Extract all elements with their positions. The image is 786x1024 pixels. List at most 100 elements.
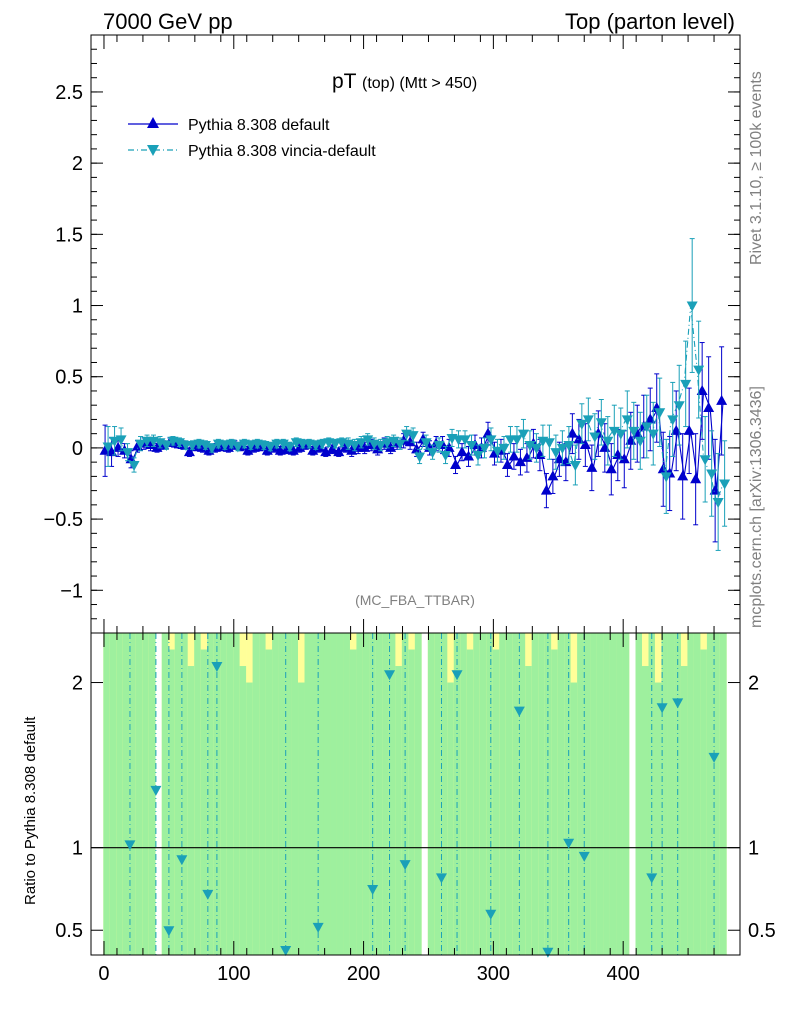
- ratio-band-inner: [135, 633, 143, 955]
- plot-title-sub: (top) (Mtt > 450): [362, 75, 477, 92]
- ratio-y-tick-label-right: 1: [748, 838, 759, 860]
- data-point: [563, 441, 575, 452]
- data-point: [569, 460, 581, 471]
- ratio-data-point: [708, 752, 720, 763]
- data-point: [517, 429, 529, 440]
- ratio-band-inner: [246, 682, 253, 955]
- ratio-band-inner: [226, 633, 234, 955]
- ratio-data-point: [312, 922, 324, 933]
- data-point: [427, 448, 439, 459]
- ratio-band-inner: [311, 633, 318, 955]
- ratio-band-inner: [460, 633, 468, 955]
- data-point: [582, 415, 594, 426]
- ratio-band-inner: [700, 649, 708, 955]
- data-point: [349, 441, 361, 452]
- ratio-band-inner: [518, 633, 526, 955]
- ratio-band-inner: [265, 649, 273, 955]
- ratio-x-tick-label: 200: [347, 963, 380, 985]
- ratio-band-inner: [706, 633, 714, 955]
- data-point: [294, 441, 306, 452]
- data-point: [277, 439, 289, 450]
- data-point: [206, 443, 218, 454]
- ratio-band-inner: [512, 633, 519, 955]
- data-point: [716, 394, 728, 405]
- series-default: [99, 342, 728, 543]
- data-point: [329, 439, 341, 450]
- data-point: [466, 441, 478, 452]
- ratio-data-point: [367, 884, 379, 895]
- data-point: [686, 301, 698, 312]
- ratio-band-inner: [142, 633, 150, 955]
- ratio-y-tick-label: 0.5: [55, 920, 83, 942]
- ratio-band-inner: [603, 633, 610, 955]
- ratio-band-inner: [440, 633, 448, 955]
- ratio-data-point: [578, 851, 590, 862]
- data-point: [320, 446, 332, 457]
- data-point: [511, 435, 523, 446]
- ratio-x-tick-label: 100: [217, 963, 250, 985]
- legend: Pythia 8.308 default Pythia 8.308 vincia…: [128, 117, 376, 160]
- data-point: [586, 461, 598, 472]
- data-point: [589, 432, 601, 443]
- ratio-band-inner: [252, 633, 260, 955]
- data-point: [173, 438, 185, 449]
- data-point: [115, 435, 127, 446]
- ratio-band-inner: [272, 633, 279, 955]
- ratio-band-inner: [609, 633, 617, 955]
- header-process-label: Top (parton level): [565, 9, 735, 34]
- data-point: [219, 441, 231, 452]
- data-point: [628, 426, 640, 437]
- legend-label-vincia: Pythia 8.308 vincia-default: [188, 143, 376, 160]
- ratio-data-point: [513, 706, 525, 717]
- data-point: [501, 458, 513, 469]
- ratio-band-inner: [304, 633, 312, 955]
- data-point: [485, 435, 497, 446]
- data-point: [677, 470, 689, 481]
- ratio-y-tick-label-right: 2: [748, 673, 759, 695]
- ratio-band-inner: [486, 633, 494, 955]
- data-point: [225, 439, 237, 450]
- ratio-band-inner: [278, 633, 286, 955]
- ratio-band-inner: [551, 649, 558, 955]
- data-point: [706, 469, 718, 480]
- ratio-plot-panel: 0.5 0.5 1 1 2 2 0 100 200 300 400 Ratio to Pythia …: [22, 632, 776, 985]
- ratio-band-inner: [148, 633, 156, 955]
- data-point: [199, 441, 211, 452]
- ratio-data-point: [280, 946, 292, 957]
- data-point: [514, 456, 526, 467]
- data-point: [404, 436, 416, 447]
- main-plot-panel: −1−0.500.511.522.5 pT (top) (Mtt > 450) …: [44, 34, 741, 634]
- ratio-data-point: [211, 662, 223, 673]
- data-point: [388, 436, 400, 447]
- ratio-band-inner: [343, 633, 351, 955]
- ratio-band-inner: [109, 633, 117, 955]
- ratio-data-point: [451, 670, 463, 681]
- data-point: [621, 415, 633, 426]
- data-point: [307, 444, 319, 455]
- data-point: [508, 450, 520, 461]
- ratio-band-inner: [538, 633, 545, 955]
- data-point: [232, 442, 244, 453]
- data-point: [615, 429, 627, 440]
- ratio-plot-frame: [90, 632, 741, 956]
- ratio-band-inner: [356, 633, 364, 955]
- data-point: [287, 444, 299, 455]
- ratio-band-inner: [239, 666, 247, 955]
- data-point: [316, 439, 328, 450]
- data-point: [540, 484, 552, 495]
- ratio-band-inner: [200, 649, 208, 955]
- legend-label-default: Pythia 8.308 default: [188, 117, 330, 134]
- data-point: [673, 401, 685, 412]
- ratio-data-point: [163, 926, 175, 937]
- main-y-tick-label: −1: [60, 580, 83, 602]
- ratio-y-tick-label-right: 0.5: [748, 920, 776, 942]
- data-point: [463, 450, 475, 461]
- data-point: [186, 441, 198, 452]
- ratio-band-inner: [414, 633, 422, 955]
- data-point: [333, 446, 345, 457]
- ratio-band-inner: [583, 633, 591, 955]
- data-point: [498, 443, 510, 454]
- ratio-band-inner: [187, 666, 195, 955]
- ratio-band-inner: [375, 633, 383, 955]
- ratio-series-vincia: [124, 633, 720, 958]
